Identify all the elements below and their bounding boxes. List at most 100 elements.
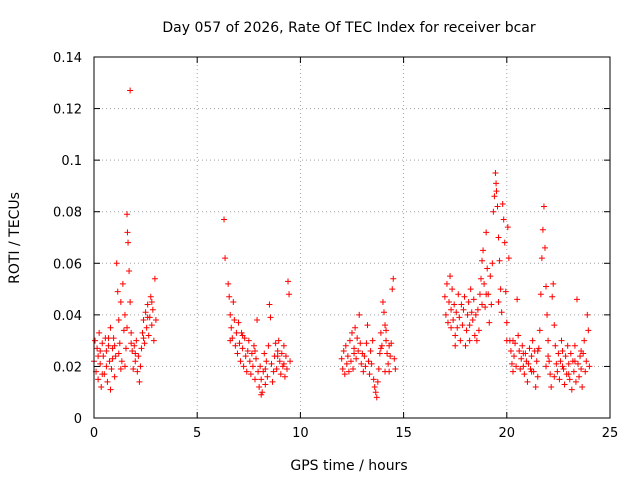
data-point <box>586 363 593 370</box>
data-point <box>230 298 237 305</box>
data-point <box>490 208 497 215</box>
data-point <box>552 342 559 349</box>
y-tick-label: 0.14 <box>53 51 82 66</box>
data-point <box>285 278 292 285</box>
data-point <box>353 355 360 362</box>
data-point <box>494 203 501 210</box>
data-point <box>257 363 264 370</box>
data-point <box>266 301 273 308</box>
data-point <box>242 353 249 360</box>
data-point <box>545 337 552 344</box>
data-point <box>495 298 502 305</box>
data-point <box>273 366 280 373</box>
data-point <box>343 360 350 367</box>
data-point <box>111 373 118 380</box>
data-point <box>361 353 368 360</box>
data-point <box>346 337 353 344</box>
data-point <box>376 350 383 357</box>
data-point <box>138 345 145 352</box>
data-point <box>95 353 102 360</box>
data-point <box>126 268 133 275</box>
data-point <box>566 376 573 383</box>
data-point <box>520 350 527 357</box>
data-point <box>222 255 229 262</box>
data-point <box>516 347 523 354</box>
data-point <box>117 298 124 305</box>
data-point <box>254 317 261 324</box>
data-point <box>274 347 281 354</box>
data-point <box>95 376 102 383</box>
data-point <box>546 358 553 365</box>
data-point <box>558 337 565 344</box>
x-tick-label: 5 <box>193 426 201 441</box>
data-point <box>106 358 113 365</box>
data-point <box>550 280 557 287</box>
data-point <box>493 180 500 187</box>
y-tick-label: 0.08 <box>53 206 82 221</box>
data-point <box>108 366 115 373</box>
data-point <box>240 363 247 370</box>
data-point <box>551 322 558 329</box>
data-point <box>549 293 556 300</box>
data-point <box>107 324 114 331</box>
x-tick-label: 0 <box>90 426 98 441</box>
data-point <box>341 371 348 378</box>
data-point <box>280 342 287 349</box>
x-tick-label: 15 <box>395 426 412 441</box>
data-point <box>463 327 470 334</box>
data-point <box>382 368 389 375</box>
data-point <box>462 342 469 349</box>
data-point <box>456 314 463 321</box>
data-point <box>239 345 246 352</box>
data-point <box>115 350 122 357</box>
data-point <box>255 368 262 375</box>
data-point <box>573 296 580 303</box>
data-point <box>278 350 285 357</box>
data-point <box>469 317 476 324</box>
y-tick-label: 0.06 <box>53 257 82 272</box>
data-point <box>119 280 126 287</box>
data-point <box>492 170 499 177</box>
data-point <box>481 280 488 287</box>
data-point <box>129 347 136 354</box>
data-point <box>540 203 547 210</box>
data-point <box>504 224 511 231</box>
data-point <box>105 335 112 342</box>
data-point <box>487 273 494 280</box>
data-point <box>94 345 101 352</box>
data-point <box>476 291 483 298</box>
data-point <box>454 324 461 331</box>
data-point <box>97 360 104 367</box>
data-point <box>133 337 140 344</box>
data-point <box>128 329 135 336</box>
data-point <box>125 239 132 246</box>
data-point <box>276 358 283 365</box>
data-point <box>370 376 377 383</box>
data-point <box>578 366 585 373</box>
data-point <box>382 322 389 329</box>
data-point <box>465 298 472 305</box>
data-point <box>111 342 118 349</box>
data-point <box>521 371 528 378</box>
data-point <box>455 291 462 298</box>
data-point <box>144 301 151 308</box>
data-point <box>246 358 253 365</box>
data-point <box>451 301 458 308</box>
data-point <box>287 358 294 365</box>
data-point <box>446 298 453 305</box>
data-point <box>258 376 265 383</box>
data-point <box>113 260 120 267</box>
data-point <box>383 337 390 344</box>
data-point <box>121 363 128 370</box>
data-point <box>466 322 473 329</box>
y-tick-label: 0.1 <box>61 154 82 169</box>
data-point <box>355 347 362 354</box>
data-point <box>387 353 394 360</box>
data-point <box>243 368 250 375</box>
data-point <box>453 309 460 316</box>
data-point <box>96 329 103 336</box>
data-point <box>121 311 128 318</box>
data-point <box>547 371 554 378</box>
data-point <box>442 311 449 318</box>
data-point <box>349 329 355 336</box>
